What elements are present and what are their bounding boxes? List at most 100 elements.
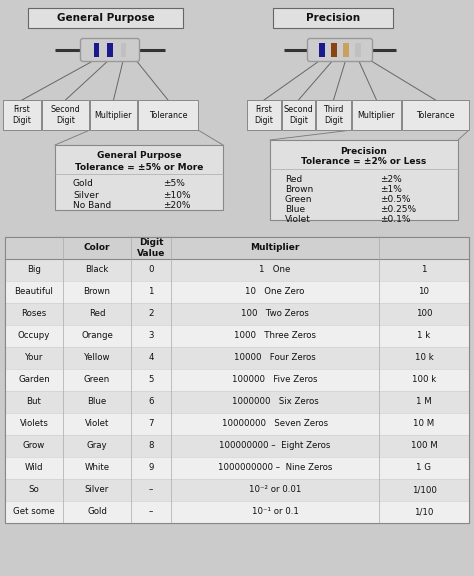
Text: 100000   Five Zeros: 100000 Five Zeros <box>232 376 318 385</box>
Bar <box>5 347 469 369</box>
Text: Color: Color <box>84 244 110 252</box>
Text: Wild: Wild <box>25 464 43 472</box>
Text: Yellow: Yellow <box>84 354 110 362</box>
Text: Second
Digit: Second Digit <box>283 105 313 124</box>
Text: 1000   Three Zeros: 1000 Three Zeros <box>234 332 316 340</box>
Text: Tolerance = ±5% or More: Tolerance = ±5% or More <box>75 162 203 172</box>
Bar <box>28 8 183 28</box>
Text: Gold: Gold <box>73 180 94 188</box>
Bar <box>5 369 469 391</box>
Text: 1 M: 1 M <box>416 397 432 407</box>
Text: Your: Your <box>25 354 43 362</box>
Text: Silver: Silver <box>85 486 109 495</box>
Text: 10000000   Seven Zeros: 10000000 Seven Zeros <box>222 419 328 429</box>
Bar <box>55 145 223 210</box>
Text: Tolerance = ±2% or Less: Tolerance = ±2% or Less <box>301 157 427 166</box>
Text: ±20%: ±20% <box>163 202 191 210</box>
Text: –: – <box>149 486 153 495</box>
Bar <box>5 479 469 501</box>
Bar <box>3 100 41 130</box>
Bar <box>5 325 469 347</box>
Bar <box>5 435 469 457</box>
Text: First
Digit: First Digit <box>13 105 31 124</box>
Text: 10⁻¹ or 0.1: 10⁻¹ or 0.1 <box>252 507 299 517</box>
Text: White: White <box>84 464 109 472</box>
Text: Digit
Value: Digit Value <box>137 238 165 257</box>
Text: 100 M: 100 M <box>410 441 438 450</box>
Text: Multiplier: Multiplier <box>358 111 395 119</box>
Bar <box>5 237 469 523</box>
Text: 100: 100 <box>416 309 432 319</box>
Text: Tolerance: Tolerance <box>416 111 455 119</box>
Text: 1 G: 1 G <box>417 464 431 472</box>
Text: 1000000000 –  Nine Zeros: 1000000000 – Nine Zeros <box>218 464 332 472</box>
Text: 6: 6 <box>148 397 154 407</box>
Text: Violet: Violet <box>85 419 109 429</box>
Text: Red: Red <box>285 175 302 184</box>
Text: Red: Red <box>89 309 105 319</box>
FancyBboxPatch shape <box>308 39 373 62</box>
Text: Second
Digit: Second Digit <box>51 105 81 124</box>
Text: Brown: Brown <box>285 184 313 194</box>
Text: ±10%: ±10% <box>163 191 191 199</box>
Text: Tolerance: Tolerance <box>149 111 187 119</box>
Text: 1 k: 1 k <box>418 332 430 340</box>
Text: Grow: Grow <box>23 441 45 450</box>
Bar <box>94 43 99 57</box>
Bar <box>270 140 458 220</box>
Text: Violet: Violet <box>285 214 311 223</box>
Text: Orange: Orange <box>81 332 113 340</box>
Bar <box>316 100 351 130</box>
Text: 10000   Four Zeros: 10000 Four Zeros <box>234 354 316 362</box>
Bar <box>42 100 89 130</box>
Text: Gray: Gray <box>87 441 107 450</box>
Text: 10: 10 <box>419 287 429 297</box>
Text: Occupy: Occupy <box>18 332 50 340</box>
Text: But: But <box>27 397 41 407</box>
Text: 10   One Zero: 10 One Zero <box>246 287 305 297</box>
Text: First
Digit: First Digit <box>255 105 273 124</box>
Bar <box>5 457 469 479</box>
Text: Multiplier: Multiplier <box>95 111 132 119</box>
Text: Green: Green <box>84 376 110 385</box>
Text: ±1%: ±1% <box>380 184 402 194</box>
Text: Garden: Garden <box>18 376 50 385</box>
Bar <box>247 100 281 130</box>
Text: Gold: Gold <box>87 507 107 517</box>
Text: 100 k: 100 k <box>412 376 436 385</box>
Text: Blue: Blue <box>285 204 305 214</box>
Text: ±0.1%: ±0.1% <box>380 214 410 223</box>
Bar <box>138 100 198 130</box>
Text: Brown: Brown <box>83 287 110 297</box>
Bar <box>273 8 393 28</box>
Text: 1/10: 1/10 <box>414 507 434 517</box>
Bar <box>121 43 126 57</box>
Text: Multiplier: Multiplier <box>250 244 300 252</box>
Text: 9: 9 <box>148 464 154 472</box>
Text: Third
Digit: Third Digit <box>323 105 344 124</box>
Bar <box>90 100 137 130</box>
Text: No Band: No Band <box>73 202 111 210</box>
Text: Green: Green <box>285 195 312 203</box>
Text: 10⁻² or 0.01: 10⁻² or 0.01 <box>249 486 301 495</box>
Text: 1   One: 1 One <box>259 266 291 275</box>
Text: 5: 5 <box>148 376 154 385</box>
Text: ±0.5%: ±0.5% <box>380 195 410 203</box>
Bar <box>5 237 469 259</box>
Bar <box>331 43 337 57</box>
Text: 4: 4 <box>148 354 154 362</box>
Text: 100000000 –  Eight Zeros: 100000000 – Eight Zeros <box>219 441 331 450</box>
Text: 1000000   Six Zeros: 1000000 Six Zeros <box>232 397 319 407</box>
FancyBboxPatch shape <box>81 39 139 62</box>
Bar <box>5 281 469 303</box>
Text: 1: 1 <box>148 287 154 297</box>
Text: Blue: Blue <box>87 397 107 407</box>
Text: General Purpose: General Purpose <box>97 151 182 161</box>
Text: Black: Black <box>85 266 109 275</box>
Text: Get some: Get some <box>13 507 55 517</box>
Text: 10 M: 10 M <box>413 419 435 429</box>
Text: 0: 0 <box>148 266 154 275</box>
Bar <box>352 100 401 130</box>
Text: Roses: Roses <box>21 309 46 319</box>
Bar <box>5 501 469 523</box>
